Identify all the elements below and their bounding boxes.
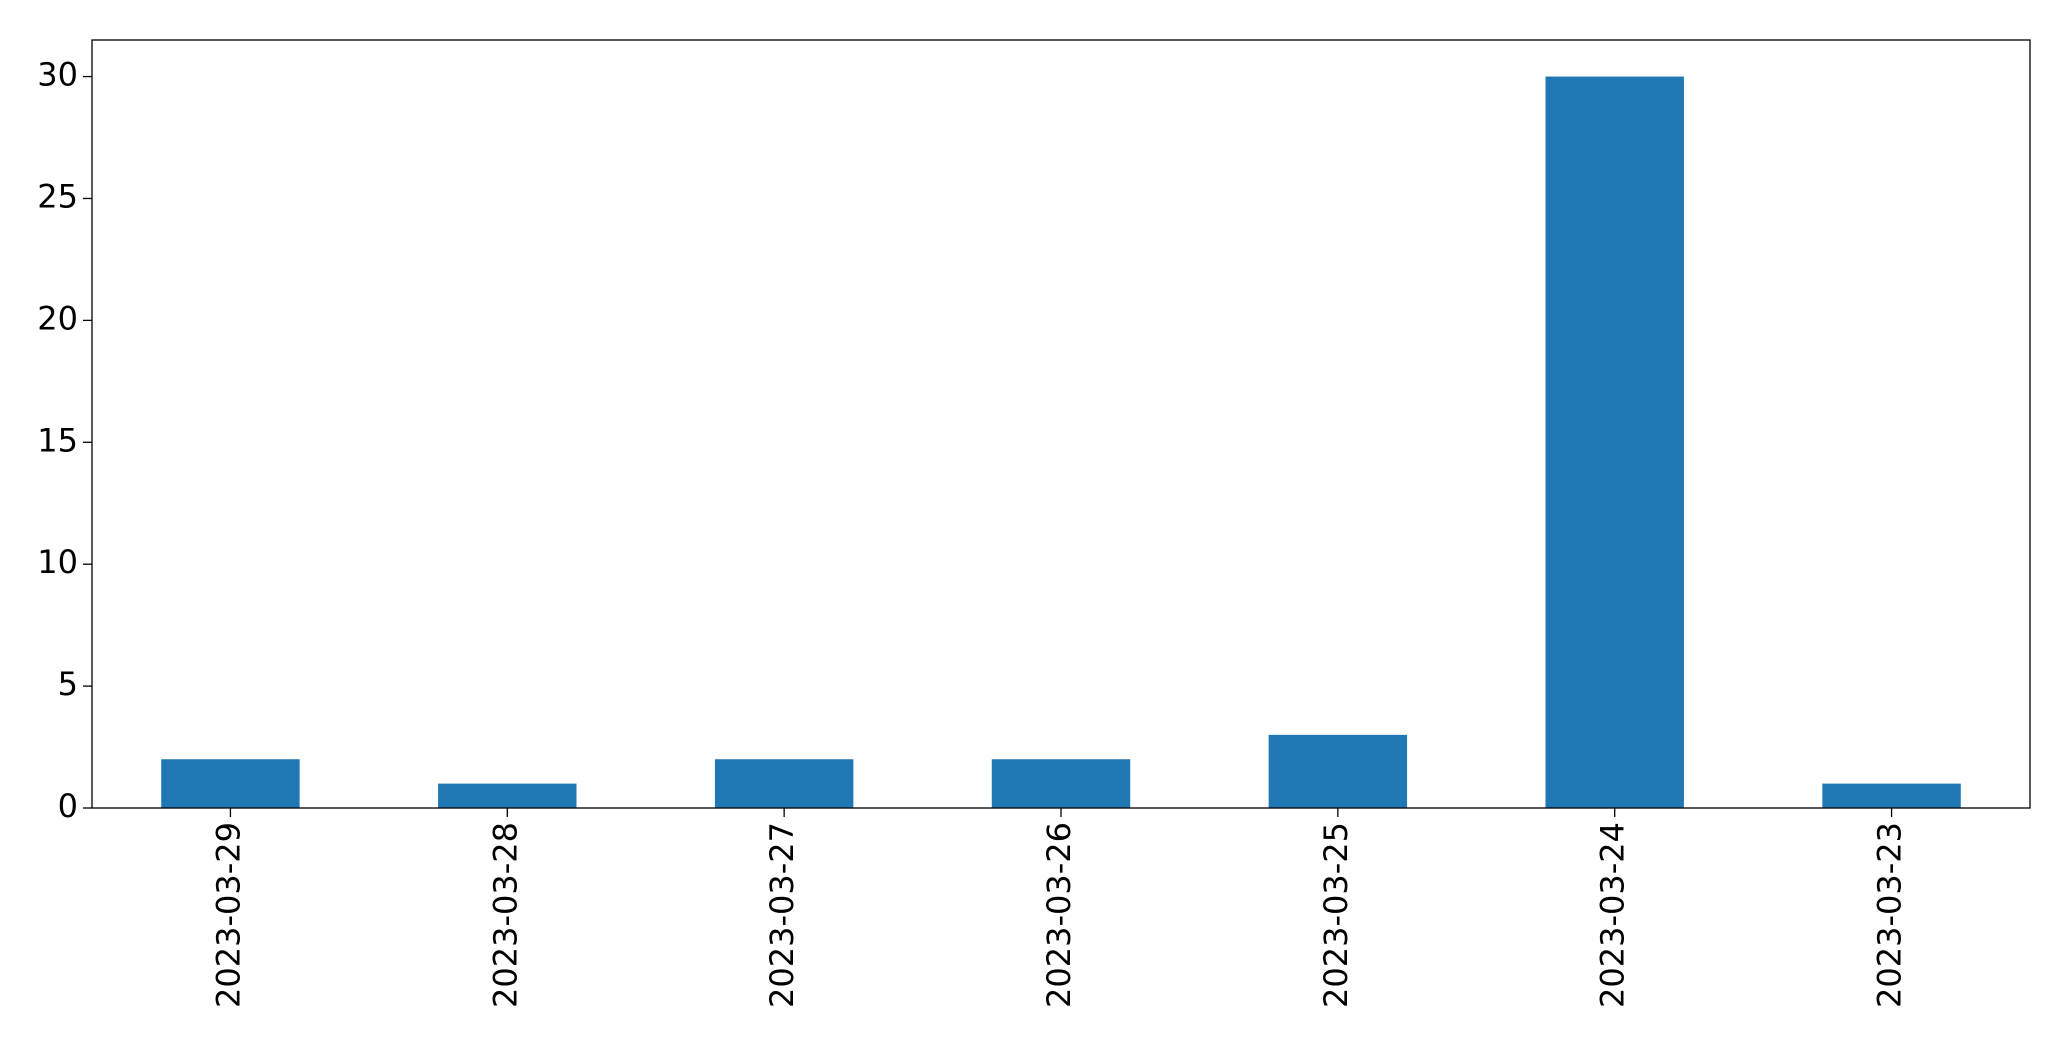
x-tick-label: 2023-03-27	[763, 822, 801, 1008]
bar	[1268, 734, 1408, 808]
y-tick-label: 15	[37, 421, 78, 459]
bar	[1545, 76, 1684, 809]
y-tick-label: 0	[58, 787, 78, 825]
y-tick-label: 30	[37, 56, 78, 94]
y-tick-label: 20	[37, 299, 78, 337]
bar	[714, 759, 854, 808]
y-tick-label: 5	[58, 665, 78, 703]
x-tick-label: 2023-03-29	[209, 822, 247, 1008]
x-tick-label: 2023-03-26	[1040, 822, 1078, 1008]
plot-frame	[91, 39, 2031, 809]
bar	[161, 759, 300, 808]
bar	[1822, 783, 1961, 808]
bar	[438, 783, 577, 808]
y-tick-label: 25	[37, 177, 78, 215]
bar	[991, 759, 1131, 808]
x-tick-label: 2023-03-23	[1871, 822, 1909, 1008]
x-tick-label: 2023-03-25	[1317, 822, 1355, 1008]
y-tick-label: 10	[37, 543, 78, 581]
x-tick-label: 2023-03-28	[486, 822, 524, 1008]
x-tick-label: 2023-03-24	[1594, 822, 1632, 1008]
